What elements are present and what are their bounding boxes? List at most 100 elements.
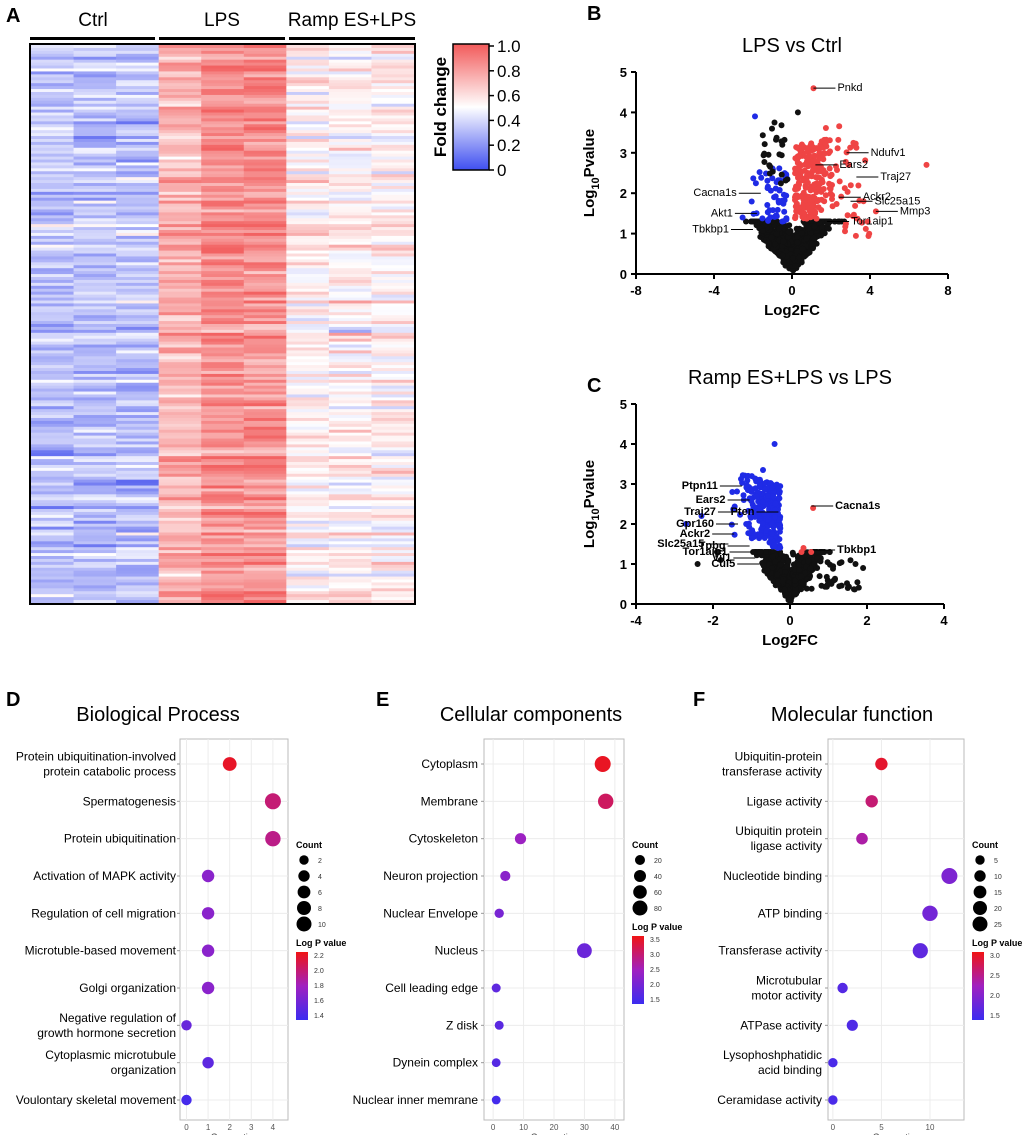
heatmap-cell (73, 426, 117, 431)
heatmap-cell (328, 212, 372, 216)
heatmap-cell (116, 106, 160, 111)
heatmap-cell (116, 159, 160, 163)
heatmap-cell (73, 162, 117, 166)
heatmap-cell (286, 365, 330, 369)
heatmap-cell (243, 47, 287, 52)
heatmap-cell (31, 365, 74, 369)
logp-legend-title: Log P value (972, 938, 1022, 948)
volcano-point (827, 190, 834, 197)
heatmap-cell (158, 100, 202, 105)
heatmap-cell (31, 159, 74, 163)
heatmap-cell (371, 297, 415, 301)
heatmap-cell (243, 309, 287, 313)
heatmap-cell (158, 106, 202, 111)
heatmap-cell (31, 133, 74, 137)
heatmap-cell (116, 97, 160, 102)
heatmap-cell (286, 133, 330, 137)
volcano-point (779, 578, 786, 585)
heatmap-cell (116, 171, 160, 175)
bubble-point (828, 1058, 838, 1068)
heatmap-cell (243, 332, 287, 337)
heatmap-cell (328, 400, 372, 404)
heatmap-cell (201, 224, 245, 228)
heatmap-cell (31, 183, 74, 187)
heatmap-cell (371, 97, 415, 102)
heatmap-cell (243, 112, 287, 116)
count-legend-value: 2 (318, 858, 322, 865)
volcano-point (836, 178, 843, 185)
heatmap-cell (286, 68, 330, 72)
heatmap-cell (31, 74, 74, 78)
heatmap-cell (243, 262, 287, 266)
heatmap-cell (371, 262, 415, 266)
heatmap-cell (158, 68, 202, 72)
heatmap-cell (286, 89, 330, 93)
heatmap-cell (328, 118, 372, 122)
heatmap-cell (116, 420, 160, 425)
colorbar-tick-label: 0.8 (497, 62, 521, 81)
heatmap-cell (73, 350, 117, 354)
heatmap-group-ramp: Ramp ES+LPS (288, 10, 416, 31)
heatmap-cell (31, 209, 74, 213)
heatmap-cell (371, 194, 415, 199)
heatmap-cell (371, 150, 415, 155)
heatmap-cell (286, 153, 330, 157)
heatmap-cell (286, 253, 330, 257)
heatmap-cell (31, 312, 74, 316)
heatmap-cell (116, 162, 160, 166)
heatmap-cell (328, 344, 372, 348)
volcano-point (768, 234, 775, 241)
heatmap-cell (328, 547, 372, 551)
heatmap-cell (328, 285, 372, 290)
heatmap-cell (116, 547, 160, 551)
heatmap-cell (286, 370, 330, 375)
heatmap-cell (328, 579, 372, 583)
heatmap-cell (31, 514, 74, 519)
heatmap-cell (286, 230, 330, 234)
heatmap-cell (116, 467, 160, 472)
heatmap-cell (31, 121, 74, 125)
heatmap-cell (286, 165, 330, 169)
volcano-point (796, 561, 803, 568)
heatmap-cell (201, 385, 245, 390)
logp-colorbar (632, 936, 644, 1004)
heatmap-cell (328, 538, 372, 542)
heatmap-cell (243, 432, 287, 436)
heatmap-cell (328, 594, 372, 598)
heatmap-cell (73, 200, 117, 204)
heatmap-cell (158, 473, 202, 478)
heatmap-cell (201, 453, 245, 457)
heatmap-cell (243, 162, 287, 166)
heatmap-cell (116, 144, 160, 149)
heatmap-cell (73, 288, 117, 293)
heatmap-cell (201, 241, 245, 246)
heatmap-cell (328, 447, 372, 451)
heatmap-cell (31, 553, 74, 557)
x-tick-label: 4 (940, 613, 948, 628)
volcano-point (798, 549, 805, 555)
heatmap-cell (158, 326, 202, 331)
heatmap-cell (243, 256, 287, 260)
heatmap-cell (243, 600, 287, 604)
heatmap-cell (243, 241, 287, 246)
heatmap-cell (201, 600, 245, 604)
heatmap-cell (73, 180, 117, 184)
heatmap-cell (371, 159, 415, 163)
heatmap-cell (73, 368, 117, 372)
heatmap-cell (371, 235, 415, 240)
heatmap-cell (243, 271, 287, 275)
heatmap-cell (31, 511, 74, 516)
heatmap-cell (158, 444, 202, 448)
heatmap-cell (243, 459, 287, 463)
heatmap-cell (158, 53, 202, 58)
heatmap-cell (328, 391, 372, 395)
heatmap-cell (371, 420, 415, 425)
heatmap-cell (243, 429, 287, 434)
heatmap-cell (371, 282, 415, 287)
heatmap-cell (243, 541, 287, 545)
heatmap-cell (243, 127, 287, 131)
heatmap-cell (73, 159, 117, 163)
heatmap-cell (328, 570, 372, 575)
heatmap-cell (371, 174, 415, 178)
bubble-point (181, 1094, 192, 1106)
